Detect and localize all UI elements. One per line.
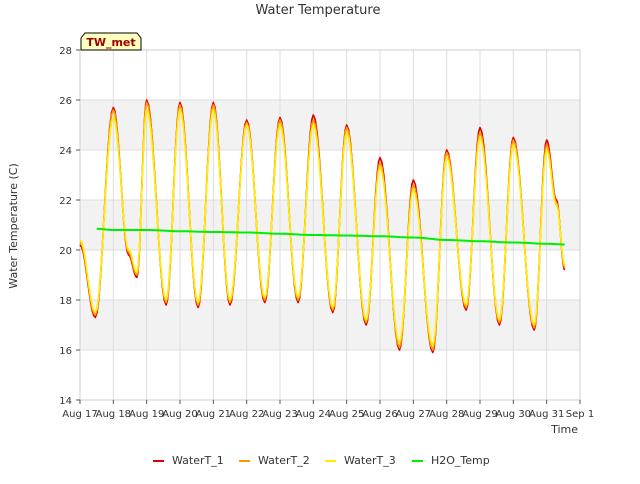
legend-label: WaterT_1 <box>172 454 224 467</box>
y-tick-label: 24 <box>59 146 72 157</box>
x-tick-label: Sep 1 <box>566 409 594 420</box>
background-band <box>80 100 580 150</box>
background-band <box>80 350 580 400</box>
background-band <box>80 150 580 200</box>
y-tick-label: 20 <box>59 246 72 257</box>
background-bands <box>80 50 580 400</box>
y-tick-label: 14 <box>59 396 72 407</box>
chart-title: Water Temperature <box>256 3 381 18</box>
y-tick-label: 16 <box>59 346 72 357</box>
x-tick-label: Aug 23 <box>262 409 297 420</box>
x-tick-label: Aug 27 <box>396 409 431 420</box>
x-tick-label: Aug 17 <box>62 409 97 420</box>
legend: WaterT_1 WaterT_2 WaterT_3 H2O_Temp <box>153 454 490 467</box>
y-tick-label: 18 <box>59 296 72 307</box>
x-tick-label: Aug 18 <box>96 409 131 420</box>
y-tick-label: 28 <box>59 46 72 57</box>
x-tick-label: Aug 21 <box>196 409 231 420</box>
y-tick-label: 22 <box>59 196 72 207</box>
x-tick-label: Aug 29 <box>462 409 497 420</box>
x-tick-label: Aug 20 <box>162 409 197 420</box>
y-axis-label: Water Temperature (C) <box>7 163 20 288</box>
series-line-h2o-temp <box>96 227 565 246</box>
station-label-badge: TW_met <box>80 32 142 51</box>
legend-label: H2O_Temp <box>431 454 490 467</box>
background-band <box>80 50 580 100</box>
x-tick-label: Aug 26 <box>362 409 397 420</box>
series-line-watert-3 <box>79 109 566 346</box>
x-tick-label: Aug 30 <box>496 409 531 420</box>
x-tick-label: Aug 25 <box>329 409 364 420</box>
x-tick-label: Aug 22 <box>229 409 264 420</box>
x-tick-label: Aug 28 <box>429 409 464 420</box>
station-label: TW_met <box>86 36 135 49</box>
x-axis-label: Time <box>550 423 578 436</box>
x-tick-label: Aug 24 <box>296 409 331 420</box>
legend-label: WaterT_3 <box>344 454 396 467</box>
x-tick-label: Aug 31 <box>529 409 564 420</box>
x-tick-label: Aug 19 <box>129 409 164 420</box>
series-lines <box>79 99 566 354</box>
plot-frame <box>79 49 581 401</box>
legend-label: WaterT_2 <box>258 454 310 467</box>
y-tick-label: 26 <box>59 96 72 107</box>
